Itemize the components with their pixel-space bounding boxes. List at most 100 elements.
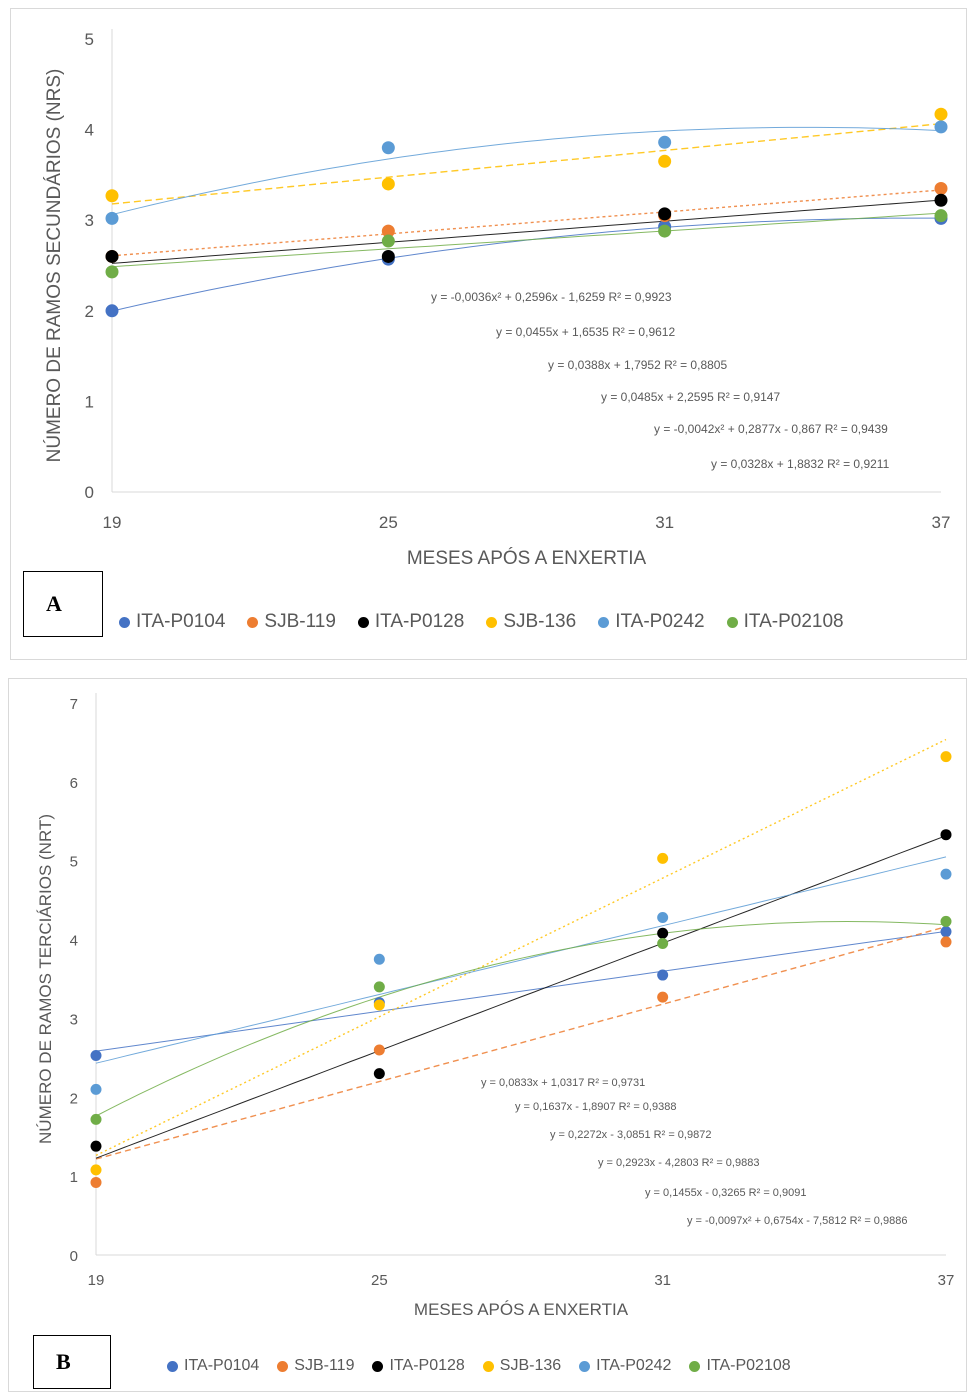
data-point-ita-p0104 — [940, 926, 952, 938]
legend-item: ITA-P0242 — [598, 611, 705, 633]
y-axis-title: NÚMERO DE RAMOS SECUNDÁRIOS (NRS) — [43, 69, 65, 463]
y-axis-title: NÚMERO DE RAMOS TERCIÁRIOS (NRT) — [36, 814, 55, 1144]
legend-item: ITA-P0104 — [167, 1357, 259, 1375]
legend-marker — [277, 1360, 289, 1372]
legend-item: SJB-136 — [482, 1357, 561, 1375]
y-tick-label: 7 — [70, 696, 78, 713]
legend-marker — [167, 1360, 178, 1372]
trendline-equation: y = 0,0485x + 2,2595 R² = 0,9147 — [601, 390, 780, 404]
data-point-ita-p02108 — [940, 915, 952, 927]
trendline-equation: y = 0,0455x + 1,6535 R² = 0,9612 — [496, 325, 675, 339]
data-point-sjb-136 — [934, 107, 948, 121]
legend-label: ITA-P0128 — [374, 611, 465, 632]
data-point-sjb-136 — [373, 999, 385, 1011]
trendline-ita-p0128 — [95, 835, 947, 1159]
data-point-ita-p02108 — [90, 1113, 102, 1125]
legend-label: ITA-P0242 — [615, 611, 705, 632]
legend-label: ITA-P0104 — [184, 1357, 260, 1374]
x-axis-title: MESES APÓS A ENXERTIA — [407, 547, 647, 569]
legend-label: SJB-119 — [294, 1357, 355, 1374]
data-point-ita-p02108 — [373, 981, 385, 993]
data-point-sjb-136 — [940, 751, 952, 763]
data-point-sjb-119 — [90, 1176, 102, 1188]
trendline-equation: y = -0,0036x² + 0,2596x - 1,6259 R² = 0,… — [431, 290, 672, 304]
trendline-sjb-136 — [111, 123, 942, 205]
legend-item: ITA-P0128 — [357, 611, 465, 633]
y-tick-label: 3 — [85, 211, 94, 230]
data-point-ita-p0242 — [381, 141, 395, 155]
x-tick-label: 37 — [938, 1272, 955, 1289]
data-point-ita-p0242 — [90, 1083, 102, 1095]
legend-marker — [372, 1360, 384, 1372]
x-axis-title: MESES APÓS A ENXERTIA — [414, 1300, 629, 1319]
trendline-sjb-136 — [95, 738, 947, 1157]
trendline-equation: y = -0,0042x² + 0,2877x - 0,867 R² = 0,9… — [654, 422, 888, 436]
y-tick-label: 0 — [70, 1248, 78, 1265]
y-tick-label: 3 — [70, 1011, 78, 1028]
y-tick-label: 6 — [70, 775, 78, 792]
legend-item: ITA-P0128 — [372, 1357, 465, 1375]
trendline-equation: y = 0,2923x - 4,2803 R² = 0,9883 — [598, 1157, 759, 1169]
legend-label: SJB-136 — [503, 611, 577, 632]
trendline-ita-p0104 — [95, 930, 947, 1052]
legend-label: ITA-P0104 — [136, 611, 226, 632]
y-tick-label: 1 — [70, 1169, 78, 1186]
legend-marker — [482, 1360, 494, 1372]
legend-marker — [357, 616, 369, 628]
data-point-ita-p02108 — [657, 938, 669, 950]
legend-label: ITA-P02108 — [706, 1357, 791, 1374]
data-point-ita-p02108 — [105, 265, 119, 279]
legend-b: ITA-P0104 SJB-119 ITA-P0128 SJB-136 ITA-… — [167, 1357, 791, 1375]
chart-a-svg: 0 1 2 3 4 5 19 25 31 37 MESES APÓS A ENXERTIA NÚMER… — [43, 29, 951, 569]
trendline-equation: y = 0,0388x + 1,7952 R² = 0,8805 — [548, 358, 727, 372]
data-point-ita-p0242 — [105, 211, 119, 225]
data-point-ita-p0128 — [657, 927, 669, 939]
legend-marker — [119, 616, 130, 628]
legend-item: ITA-P0242 — [579, 1357, 671, 1375]
chart-panel-a: 0 1 2 3 4 5 19 25 31 37 MESES APÓS A ENXERTIA NÚMER… — [10, 8, 967, 660]
data-point-ita-p0242 — [658, 135, 672, 149]
legend-marker — [598, 616, 610, 628]
data-point-sjb-136 — [90, 1164, 102, 1176]
y-tick-label: 0 — [85, 483, 94, 502]
data-point-ita-p0104 — [657, 969, 669, 981]
data-point-ita-p02108 — [381, 234, 395, 248]
panel-label-b: B — [33, 1335, 111, 1389]
legend-item: ITA-P02108 — [689, 1357, 791, 1375]
legend-marker — [247, 616, 259, 628]
trendline-sjb-119 — [111, 189, 942, 257]
panel-label-a: A — [23, 571, 103, 637]
data-point-ita-p0104 — [90, 1049, 102, 1061]
legend-item: ITA-P02108 — [726, 611, 844, 633]
data-point-ita-p0128 — [373, 1068, 385, 1080]
trendline-ita-p0242 — [111, 126, 942, 216]
data-point-sjb-136 — [381, 177, 395, 191]
y-tick-label: 2 — [70, 1090, 78, 1107]
data-point-sjb-119 — [373, 1044, 385, 1056]
legend-item: SJB-119 — [277, 1357, 354, 1375]
data-point-ita-p0242 — [373, 953, 385, 965]
trendline-ita-p0128 — [111, 199, 942, 264]
data-point-sjb-136 — [658, 154, 672, 168]
data-point-sjb-119 — [381, 224, 395, 238]
x-tick-label: 25 — [371, 1272, 388, 1289]
data-point-sjb-136 — [105, 189, 119, 203]
data-point-sjb-119 — [940, 936, 952, 948]
data-point-ita-p0104 — [105, 304, 119, 318]
legend-label: ITA-P0242 — [596, 1357, 672, 1374]
data-point-sjb-119 — [934, 181, 948, 195]
legend-a: ITA-P0104 SJB-119 ITA-P0128 SJB-136 ITA-… — [119, 611, 844, 633]
data-point-sjb-119 — [657, 991, 669, 1003]
legend-marker — [689, 1360, 701, 1372]
legend-label: SJB-119 — [264, 611, 336, 632]
y-tick-label: 5 — [70, 854, 78, 871]
x-tick-label: 37 — [932, 513, 951, 532]
trendline-ita-p0242 — [95, 856, 947, 1064]
trendline-ita-p02108 — [95, 920, 947, 1117]
data-point-ita-p0128 — [658, 207, 672, 221]
y-tick-label: 2 — [85, 302, 94, 321]
x-tick-label: 31 — [654, 1272, 671, 1289]
data-point-ita-p02108 — [658, 224, 672, 238]
trendline-equation: y = 0,0833x + 1,0317 R² = 0,9731 — [481, 1077, 645, 1089]
y-tick-label: 1 — [85, 392, 94, 411]
